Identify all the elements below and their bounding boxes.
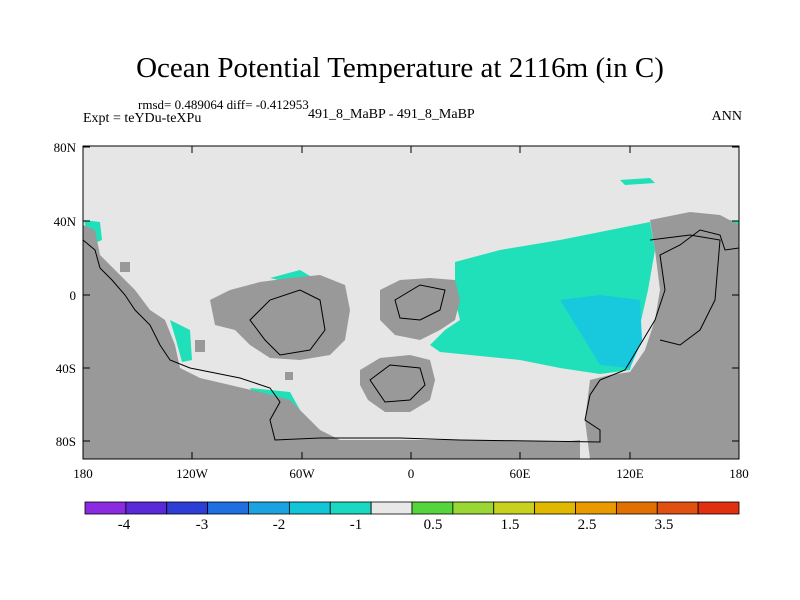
colorbar-swatch: [697, 501, 740, 515]
lon-label: 180: [729, 466, 749, 481]
colorbar: [84, 501, 740, 515]
colorbar-swatch: [411, 501, 454, 515]
case-label: 491_8_MaBP - 491_8_MaBP: [308, 107, 475, 122]
coastlines: [82, 229, 740, 443]
land-americas: [83, 225, 580, 459]
colorbar-swatch: [452, 501, 495, 515]
lat-label: 80N: [53, 140, 76, 155]
lat-label: 0: [69, 288, 77, 303]
colorbar-swatch: [207, 501, 249, 515]
colorbar-swatch: [656, 501, 699, 515]
colorbar-swatch: [288, 501, 331, 515]
stats-line: rmsd= 0.489064 diff= -0.412953: [138, 97, 309, 112]
colorbar-label: -3: [195, 517, 209, 533]
lon-label: 120W: [176, 466, 208, 481]
land-south-island: [360, 355, 435, 412]
lat-label: 40N: [53, 214, 76, 229]
colorbar-swatch: [575, 501, 617, 515]
chart-title: Ocean Potential Temperature at 2116m (in…: [136, 52, 664, 84]
land-masses: [83, 212, 739, 459]
colorbar-swatch: [615, 501, 658, 515]
colorbar-label: 3.5: [654, 517, 674, 533]
colorbar-label: 2.5: [577, 517, 597, 533]
colorbar-swatch: [329, 501, 372, 515]
land-europe: [380, 278, 460, 340]
colorbar-swatch: [493, 501, 536, 515]
colorbar-swatch: [370, 501, 413, 515]
land-africa: [210, 275, 350, 360]
colorbar-swatch: [534, 501, 576, 515]
colorbar-swatch: [248, 501, 290, 515]
cooler-anomaly-regions: [560, 295, 642, 368]
colorbar-swatch: [125, 501, 168, 515]
lon-label: 0: [407, 466, 415, 481]
lon-label: 60W: [289, 466, 315, 481]
colorbar-label: -1: [349, 517, 363, 533]
axis-ticks: [82, 146, 740, 459]
colorbar-swatch: [166, 501, 209, 515]
season-label: ANN: [711, 109, 742, 124]
colorbar-swatch: [84, 501, 127, 515]
lon-label: 60E: [509, 466, 531, 481]
lon-label: 120E: [616, 466, 644, 481]
lat-label: 40S: [55, 361, 76, 376]
colorbar-label: -2: [272, 517, 286, 533]
experiment-label: Expt = teYDu-teXPu: [83, 111, 202, 126]
land-east: [585, 212, 739, 459]
lat-label: 80S: [55, 434, 76, 449]
colorbar-label: 1.5: [500, 517, 520, 533]
lon-label: 180: [73, 466, 93, 481]
colorbar-label: 0.5: [423, 517, 443, 533]
colorbar-label: -4: [117, 517, 131, 533]
